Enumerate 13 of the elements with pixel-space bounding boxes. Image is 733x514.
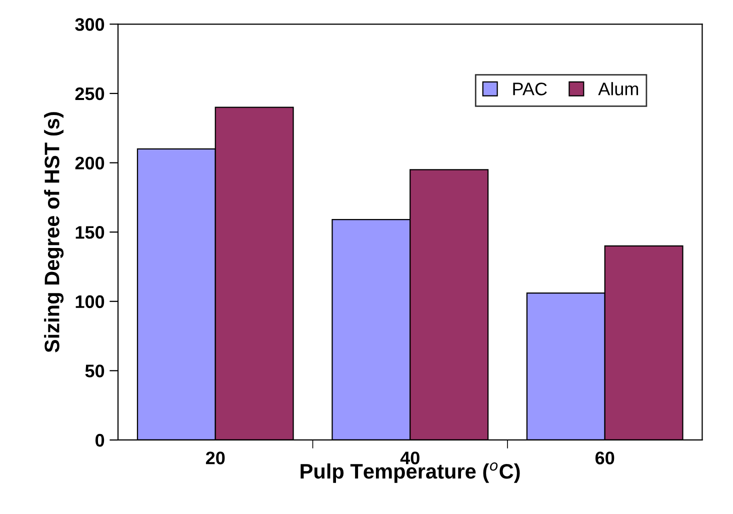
y-tick-label: 200 (75, 156, 104, 170)
y-tick-label: 50 (85, 364, 104, 378)
y-tick-label: 250 (75, 87, 104, 100)
x-tick-label: 60 (595, 452, 614, 464)
y-tick-label: 100 (76, 295, 104, 308)
x-tick-label: 40 (400, 452, 420, 464)
y-tick-label: 300 (75, 18, 104, 31)
y-tick-label: 0 (95, 434, 104, 447)
legend-label: Alum (598, 82, 638, 96)
legend-label: PAC (513, 82, 547, 96)
y-tick-label: 150 (76, 226, 104, 239)
x-tick-label: 20 (206, 452, 225, 464)
y-axis-title: Sizing Degree of HST (s) (44, 112, 64, 352)
